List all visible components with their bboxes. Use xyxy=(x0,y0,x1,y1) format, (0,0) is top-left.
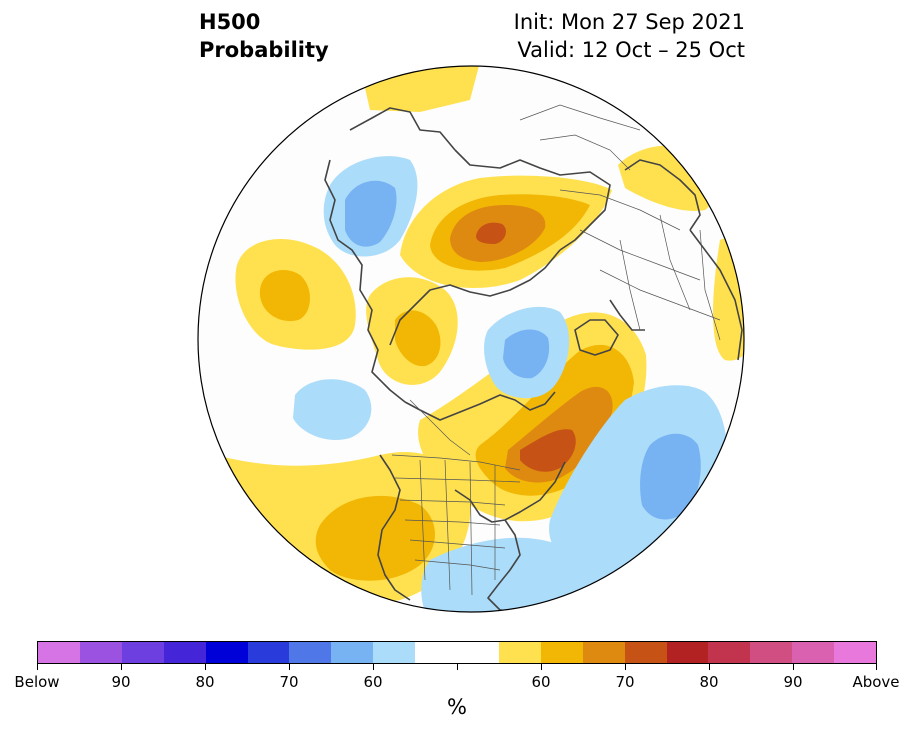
colorbar-above-85 xyxy=(750,642,793,663)
colorbar-label-above: Above xyxy=(852,673,900,691)
map-title: H500 Probability xyxy=(199,8,329,64)
subtitle-label: Probability xyxy=(199,38,329,62)
colorbar-below-75 xyxy=(205,642,248,663)
colorbar-above-60 xyxy=(540,642,583,663)
above-normal-70-region xyxy=(476,222,506,244)
colorbar-label-below: Below xyxy=(14,673,60,691)
colorbar-below-55 xyxy=(373,642,416,663)
colorbar-label-below-80: 80 xyxy=(195,673,215,691)
coastlines xyxy=(324,107,743,612)
colorbar-above-65 xyxy=(582,642,625,663)
valid-date: Valid: 12 Oct – 25 Oct xyxy=(517,38,745,62)
colorbar-tick xyxy=(121,664,122,670)
above-normal-70-region xyxy=(520,429,576,472)
colorbar-label-above-60: 60 xyxy=(531,673,551,691)
colorbar-tick xyxy=(541,664,542,670)
colorbar-label-below-90: 90 xyxy=(111,673,131,691)
colorbar-above-90plus xyxy=(834,642,877,663)
colorbar-below-85 xyxy=(121,642,164,663)
colorbar-tick xyxy=(625,664,626,670)
above-normal-55-region xyxy=(713,238,744,361)
probability-anomalies xyxy=(199,66,744,612)
colorbar-tick xyxy=(373,664,374,670)
below-normal-60-region xyxy=(345,180,397,247)
colorbar-label-above-90: 90 xyxy=(783,673,803,691)
variable-label: H500 xyxy=(199,10,261,34)
colorbar-label-below-60: 60 xyxy=(363,673,383,691)
above-normal-60-region xyxy=(315,495,435,581)
colorbar-below-65 xyxy=(289,642,332,663)
colorbar-unit: % xyxy=(447,695,467,719)
above-normal-60-region xyxy=(395,310,441,367)
colorbar-label-below-70: 70 xyxy=(279,673,299,691)
colorbar-tick xyxy=(709,664,710,670)
colorbar-below-80 xyxy=(163,642,206,663)
colorbar-above-80 xyxy=(708,642,751,663)
colorbar-below-70 xyxy=(247,642,290,663)
colorbar-label-above-80: 80 xyxy=(699,673,719,691)
colorbar-tick xyxy=(289,664,290,670)
colorbar-tick xyxy=(457,664,458,670)
below-normal-60-region xyxy=(503,329,550,379)
above-normal-60-region xyxy=(259,270,310,322)
globe-outline xyxy=(197,65,745,613)
colorbar-tick xyxy=(876,664,877,670)
colorbar-tick xyxy=(793,664,794,670)
colorbar-tick xyxy=(205,664,206,670)
init-date: Init: Mon 27 Sep 2021 xyxy=(513,10,745,34)
colorbar-below-60 xyxy=(331,642,374,663)
date-info: Init: Mon 27 Sep 2021 Valid: 12 Oct – 25… xyxy=(514,8,745,64)
colorbar-neutral xyxy=(415,642,499,663)
colorbar-tick xyxy=(37,664,38,670)
below-normal-60-region xyxy=(640,433,701,520)
political-borders xyxy=(391,104,721,596)
colorbar-above-55 xyxy=(498,642,541,663)
colorbar-below-90plus xyxy=(38,642,80,663)
polar-map xyxy=(197,65,745,613)
below-normal-55-region xyxy=(293,379,372,440)
colorbar-above-90 xyxy=(792,642,835,663)
colorbar-label-above-70: 70 xyxy=(615,673,635,691)
colorbar-above-75 xyxy=(666,642,709,663)
probability-colorbar xyxy=(37,641,877,664)
below-normal-55-region xyxy=(421,537,708,612)
colorbar-above-70 xyxy=(624,642,667,663)
colorbar-below-90 xyxy=(79,642,122,663)
